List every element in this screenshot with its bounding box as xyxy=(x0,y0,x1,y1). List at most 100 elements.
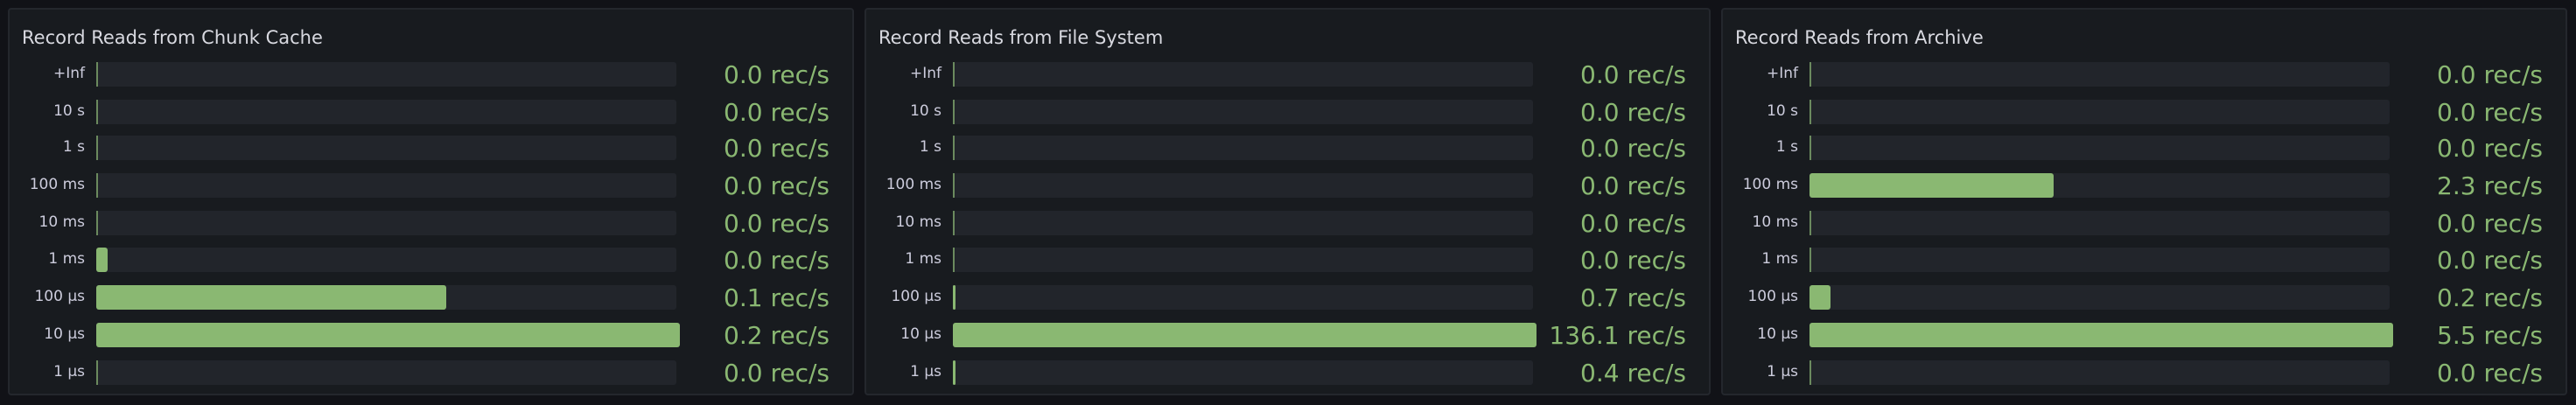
gauge-value: 0.0 rec/s xyxy=(724,60,830,89)
bar-gauge-panel[interactable]: Record Reads from File System +Inf 0.0 rec… xyxy=(864,8,1711,395)
gauge-row: 100 ms 0.0 rec/s xyxy=(10,171,852,200)
gauge-row: 1 ms 0.0 rec/s xyxy=(1723,246,2566,275)
gauge-value: 0.1 rec/s xyxy=(724,283,830,312)
bucket-label: 100 ms xyxy=(886,176,942,193)
gauge-track xyxy=(1810,62,2390,87)
gauge-row: 10 s 0.0 rec/s xyxy=(10,98,852,127)
gauge-bar xyxy=(96,248,108,272)
gauge-bar xyxy=(1810,285,1830,310)
gauge-row: 100 µs 0.1 rec/s xyxy=(10,283,852,312)
gauge-track xyxy=(96,285,676,310)
gauge-bar xyxy=(1810,136,1811,160)
gauge-value: 0.0 rec/s xyxy=(2437,98,2543,127)
gauge-bar xyxy=(1810,323,2393,347)
gauge-bar xyxy=(1810,62,1811,87)
gauge-track xyxy=(953,285,1533,310)
bar-gauge-panel[interactable]: Record Reads from Chunk Cache +Inf 0.0 rec… xyxy=(8,8,854,395)
gauge-track xyxy=(953,136,1533,160)
bucket-label: 1 ms xyxy=(48,250,85,268)
gauge-value: 0.7 rec/s xyxy=(1580,283,1686,312)
gauge-value: 0.0 rec/s xyxy=(1580,60,1686,89)
gauge-value: 0.0 rec/s xyxy=(2437,246,2543,275)
bucket-label: +Inf xyxy=(52,65,85,82)
gauge-bar xyxy=(1810,173,2054,198)
bucket-label: 10 s xyxy=(910,102,942,120)
gauge-bar xyxy=(1810,360,1811,385)
bucket-label: 1 s xyxy=(1775,138,1798,156)
gauge-bar xyxy=(1810,211,1811,235)
gauge-value: 0.4 rec/s xyxy=(1580,359,1686,388)
gauge-row: 10 µs 5.5 rec/s xyxy=(1723,321,2566,350)
gauge-value: 136.1 rec/s xyxy=(1549,321,1686,350)
gauge-bar xyxy=(96,62,98,87)
panel-title[interactable]: Record Reads from Archive xyxy=(1735,27,1984,48)
bucket-label: 1 µs xyxy=(910,363,942,381)
gauge-track xyxy=(1810,323,2393,347)
gauge-row: 10 s 0.0 rec/s xyxy=(866,98,1709,127)
panel-title[interactable]: Record Reads from File System xyxy=(878,27,1164,48)
gauge-row: 1 µs 0.4 rec/s xyxy=(866,359,1709,388)
gauge-value: 0.0 rec/s xyxy=(1580,209,1686,238)
bucket-label: 10 µs xyxy=(900,325,942,343)
gauge-row: 10 ms 0.0 rec/s xyxy=(10,209,852,238)
gauge-track xyxy=(953,323,1536,347)
gauge-value: 5.5 rec/s xyxy=(2437,321,2543,350)
bucket-label: 100 µs xyxy=(891,288,942,305)
gauge-track xyxy=(96,360,676,385)
gauge-track xyxy=(1810,211,2390,235)
gauge-bar xyxy=(96,285,447,310)
gauge-value: 0.0 rec/s xyxy=(724,134,830,163)
gauge-track xyxy=(953,100,1533,124)
gauge-bar xyxy=(96,136,98,160)
bar-gauge-panel[interactable]: Record Reads from Archive +Inf 0.0 rec/s 10… xyxy=(1721,8,2567,395)
bucket-label: 1 s xyxy=(919,138,942,156)
gauge-value: 0.0 rec/s xyxy=(724,98,830,127)
gauge-value: 0.0 rec/s xyxy=(2437,134,2543,163)
gauge-value: 0.0 rec/s xyxy=(1580,246,1686,275)
gauge-row: 100 ms 0.0 rec/s xyxy=(866,171,1709,200)
gauge-track xyxy=(1810,285,2390,310)
gauge-value: 0.0 rec/s xyxy=(2437,209,2543,238)
gauge-bar xyxy=(96,100,98,124)
bucket-label: 1 µs xyxy=(53,363,85,381)
bucket-label: 10 ms xyxy=(38,213,85,231)
gauge-row: 100 µs 0.2 rec/s xyxy=(1723,283,2566,312)
bucket-label: 1 µs xyxy=(1767,363,1798,381)
gauge-row: 1 µs 0.0 rec/s xyxy=(10,359,852,388)
gauge-value: 0.0 rec/s xyxy=(1580,98,1686,127)
bucket-label: 100 ms xyxy=(1742,176,1798,193)
gauge-bar xyxy=(953,248,955,272)
gauge-value: 0.0 rec/s xyxy=(724,209,830,238)
gauge-row: +Inf 0.0 rec/s xyxy=(10,60,852,89)
gauge-bar xyxy=(953,136,955,160)
bucket-label: 10 s xyxy=(1767,102,1798,120)
gauge-row: 10 s 0.0 rec/s xyxy=(1723,98,2566,127)
gauge-row: 10 ms 0.0 rec/s xyxy=(1723,209,2566,238)
gauge-track xyxy=(953,211,1533,235)
gauge-value: 0.0 rec/s xyxy=(724,246,830,275)
gauge-value: 2.3 rec/s xyxy=(2437,171,2543,200)
gauge-bar xyxy=(1810,100,1811,124)
gauge-value: 0.0 rec/s xyxy=(1580,134,1686,163)
panel-title[interactable]: Record Reads from Chunk Cache xyxy=(22,27,323,48)
gauge-row: 10 µs 136.1 rec/s xyxy=(866,321,1709,350)
gauge-track xyxy=(96,62,676,87)
gauge-row: 1 ms 0.0 rec/s xyxy=(866,246,1709,275)
gauge-bar xyxy=(96,360,98,385)
gauge-row: 1 ms 0.0 rec/s xyxy=(10,246,852,275)
gauge-track xyxy=(96,100,676,124)
gauge-bar xyxy=(1810,248,1811,272)
bucket-label: 10 ms xyxy=(1752,213,1798,231)
gauge-track xyxy=(953,173,1533,198)
gauge-row: 10 µs 0.2 rec/s xyxy=(10,321,852,350)
gauge-value: 0.0 rec/s xyxy=(724,359,830,388)
gauge-bar xyxy=(96,323,680,347)
gauge-row: 1 s 0.0 rec/s xyxy=(10,134,852,163)
gauge-row: 100 ms 2.3 rec/s xyxy=(1723,171,2566,200)
bucket-label: 10 ms xyxy=(895,213,942,231)
gauge-value: 0.2 rec/s xyxy=(724,321,830,350)
gauge-bar xyxy=(953,211,955,235)
gauge-bar xyxy=(953,173,955,198)
gauge-track xyxy=(96,173,676,198)
gauge-track xyxy=(96,136,676,160)
